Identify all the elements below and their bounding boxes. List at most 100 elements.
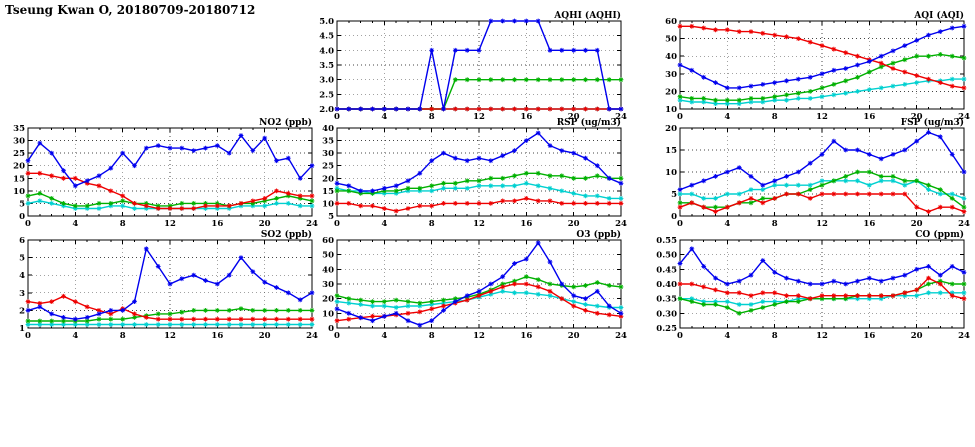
svg-text:8: 8	[429, 112, 435, 122]
svg-text:12: 12	[816, 112, 828, 122]
svg-text:4: 4	[381, 112, 387, 122]
svg-text:25: 25	[322, 162, 334, 172]
svg-text:3: 3	[19, 289, 25, 299]
svg-text:24: 24	[615, 219, 627, 229]
svg-text:0: 0	[334, 112, 340, 122]
svg-text:FSP (ug/m3): FSP (ug/m3)	[901, 117, 964, 128]
chart-svg-fsp: 0 4 8 12 16 20 24 0 5 10 15 20 FSP (ug/m3)	[665, 117, 970, 229]
svg-text:4: 4	[724, 112, 730, 122]
svg-text:20: 20	[911, 219, 923, 229]
svg-text:24: 24	[958, 331, 970, 341]
svg-text:AQHI (AQHI): AQHI (AQHI)	[553, 10, 621, 21]
svg-text:0: 0	[25, 219, 31, 229]
chart-svg-aqi: 0 4 8 12 16 20 24 10 20 30 40 50 60 AQI (AQI)	[665, 10, 970, 122]
svg-text:1: 1	[19, 324, 25, 334]
svg-text:RSP (ug/m3): RSP (ug/m3)	[557, 117, 621, 128]
svg-text:20: 20	[665, 124, 677, 134]
svg-text:8: 8	[772, 219, 778, 229]
svg-text:40: 40	[322, 124, 334, 134]
chart-svg-co: 0 4 8 12 16 20 24 0.25 0.30 0.35 0.40 0.45 0.50 0.55 C…	[656, 229, 970, 341]
svg-text:10: 10	[665, 168, 677, 178]
svg-text:0: 0	[25, 331, 31, 341]
svg-text:30: 30	[322, 149, 334, 159]
svg-text:24: 24	[958, 219, 970, 229]
svg-text:20: 20	[911, 331, 923, 341]
svg-text:8: 8	[120, 219, 126, 229]
svg-text:8: 8	[772, 331, 778, 341]
svg-text:50: 50	[665, 35, 677, 45]
chart-so2: 0 4 8 12 16 20 24 1 2 3 4 5 6 SO2 (ppb)	[0, 229, 318, 345]
svg-text:15: 15	[665, 146, 677, 156]
svg-text:50: 50	[322, 251, 334, 261]
svg-text:CO (ppm): CO (ppm)	[915, 229, 964, 240]
svg-text:24: 24	[306, 331, 318, 341]
svg-text:5: 5	[328, 212, 334, 222]
chart-svg-rsp: 0 4 8 12 16 20 24 5 10 15 20 25 30 35 40 RSP (ug/m3)	[322, 117, 627, 229]
svg-text:20: 20	[568, 331, 580, 341]
svg-text:12: 12	[473, 331, 485, 341]
svg-text:8: 8	[429, 219, 435, 229]
svg-text:0: 0	[677, 112, 683, 122]
svg-text:0: 0	[677, 331, 683, 341]
svg-text:10: 10	[665, 105, 677, 115]
chart-aqi: 0 4 8 12 16 20 24 10 20 30 40 50 60 AQI (AQI)	[652, 10, 970, 126]
svg-text:0.50: 0.50	[656, 251, 677, 261]
svg-text:4.5: 4.5	[319, 32, 334, 42]
chart-co: 0 4 8 12 16 20 24 0.25 0.30 0.35 0.40 0.45 0.50 0.55 C…	[652, 229, 970, 345]
chart-o3: 0 4 8 12 16 20 24 0 10 20 30 40 50 60 O3 (ppb)	[309, 229, 627, 345]
svg-text:NO2 (ppb): NO2 (ppb)	[259, 117, 312, 128]
svg-text:20: 20	[911, 112, 923, 122]
svg-text:40: 40	[665, 52, 677, 62]
svg-text:5: 5	[671, 190, 677, 200]
svg-text:0.40: 0.40	[656, 280, 677, 290]
svg-text:16: 16	[863, 112, 875, 122]
svg-text:2.0: 2.0	[319, 105, 334, 115]
svg-text:24: 24	[615, 331, 627, 341]
svg-text:0: 0	[19, 212, 25, 222]
svg-text:40: 40	[322, 265, 334, 275]
svg-text:0: 0	[334, 219, 340, 229]
svg-text:30: 30	[13, 137, 25, 147]
svg-text:AQI (AQI): AQI (AQI)	[913, 10, 964, 21]
svg-text:4: 4	[381, 219, 387, 229]
svg-text:4: 4	[724, 219, 730, 229]
svg-text:20: 20	[322, 174, 334, 184]
svg-text:12: 12	[164, 219, 176, 229]
chart-svg-o3: 0 4 8 12 16 20 24 0 10 20 30 40 50 60 O3 (ppb)	[322, 229, 627, 341]
svg-text:8: 8	[429, 331, 435, 341]
svg-text:8: 8	[120, 331, 126, 341]
svg-text:30: 30	[665, 70, 677, 80]
svg-text:20: 20	[259, 219, 271, 229]
svg-text:16: 16	[520, 219, 532, 229]
svg-text:35: 35	[13, 124, 25, 134]
svg-text:0.45: 0.45	[656, 265, 677, 275]
chart-fsp: 0 4 8 12 16 20 24 0 5 10 15 20 FSP (ug/m3)	[652, 117, 970, 233]
svg-text:3.0: 3.0	[319, 76, 334, 86]
svg-text:15: 15	[13, 174, 25, 184]
svg-text:4: 4	[381, 331, 387, 341]
chart-rsp: 0 4 8 12 16 20 24 5 10 15 20 25 30 35 40 RSP (ug/m3)	[309, 117, 627, 233]
svg-text:16: 16	[863, 331, 875, 341]
chart-svg-aqhi: 0 4 8 12 16 20 24 2.0 2.5 3.0 3.5 4.0 4.5 5.0 AQHI (AQ…	[319, 10, 627, 122]
svg-text:0.25: 0.25	[656, 324, 677, 334]
svg-text:25: 25	[13, 149, 25, 159]
svg-text:16: 16	[520, 331, 532, 341]
chart-aqhi: 0 4 8 12 16 20 24 2.0 2.5 3.0 3.5 4.0 4.5 5.0 AQHI (AQ…	[309, 10, 627, 126]
svg-text:12: 12	[473, 219, 485, 229]
svg-text:24: 24	[958, 112, 970, 122]
svg-text:10: 10	[322, 309, 334, 319]
svg-text:20: 20	[259, 331, 271, 341]
svg-text:5.0: 5.0	[319, 17, 334, 27]
svg-text:6: 6	[19, 236, 25, 246]
svg-text:20: 20	[665, 87, 677, 97]
svg-text:12: 12	[816, 219, 828, 229]
svg-text:0: 0	[328, 324, 334, 334]
svg-text:24: 24	[615, 112, 627, 122]
svg-text:12: 12	[164, 331, 176, 341]
svg-text:15: 15	[322, 187, 334, 197]
svg-text:4: 4	[724, 331, 730, 341]
svg-text:10: 10	[322, 199, 334, 209]
svg-text:2.5: 2.5	[319, 90, 334, 100]
